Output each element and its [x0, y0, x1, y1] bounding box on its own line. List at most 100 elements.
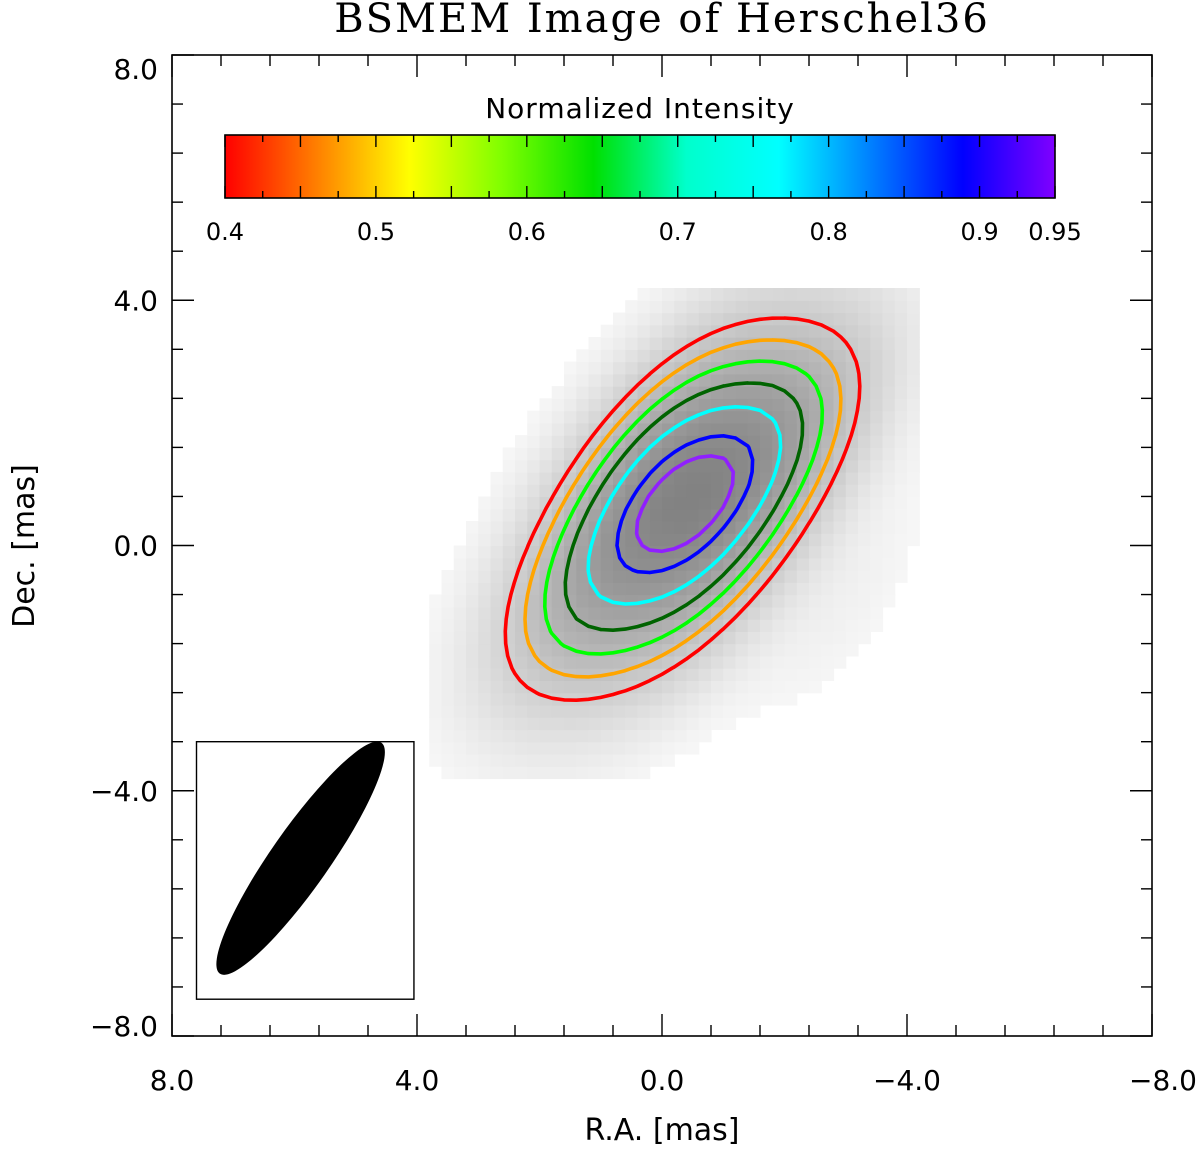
- image-pixel: [515, 741, 528, 755]
- image-pixel: [515, 471, 528, 485]
- image-pixel: [796, 606, 810, 620]
- image-pixel: [539, 766, 553, 780]
- image-pixel: [809, 361, 822, 375]
- image-pixel: [674, 729, 688, 743]
- image-pixel: [564, 717, 577, 731]
- image-pixel: [772, 606, 786, 620]
- image-pixel: [894, 471, 908, 485]
- image-pixel: [711, 410, 724, 424]
- image-pixel: [551, 619, 565, 632]
- image-pixel: [649, 520, 663, 534]
- image-pixel: [735, 422, 749, 436]
- image-pixel: [735, 398, 749, 412]
- image-pixel: [809, 300, 822, 314]
- image-pixel: [539, 741, 553, 755]
- image-pixel: [674, 704, 688, 718]
- image-pixel: [784, 557, 798, 571]
- image-pixel: [441, 619, 455, 632]
- image-pixel: [551, 643, 565, 657]
- image-pixel: [747, 520, 761, 534]
- image-pixel: [502, 533, 516, 547]
- image-pixel: [870, 459, 884, 473]
- image-pixel: [870, 435, 884, 448]
- image-pixel: [441, 753, 455, 767]
- image-pixel: [637, 606, 651, 620]
- image-pixel: [894, 447, 908, 461]
- image-pixel: [613, 361, 626, 375]
- image-pixel: [539, 484, 553, 498]
- image-pixel: [845, 557, 859, 571]
- colorbar-tick-label: 0.6: [508, 218, 546, 246]
- grayscale-pixels: [429, 287, 920, 780]
- image-pixel: [809, 582, 822, 596]
- image-pixel: [772, 349, 786, 363]
- image-pixel: [527, 753, 541, 767]
- image-pixel: [809, 619, 822, 632]
- image-pixel: [796, 668, 810, 681]
- image-pixel: [625, 508, 639, 522]
- contour-line: [586, 405, 783, 606]
- image-pixel: [711, 471, 724, 485]
- image-pixel: [551, 582, 565, 596]
- image-pixel: [502, 471, 516, 485]
- image-pixel: [466, 619, 479, 632]
- image-pixel: [478, 520, 492, 534]
- image-pixel: [882, 508, 896, 522]
- image-pixel: [870, 337, 884, 350]
- image-pixel: [858, 631, 871, 645]
- image-pixel: [441, 643, 455, 657]
- image-pixel: [527, 692, 541, 706]
- image-pixel: [588, 508, 602, 522]
- image-pixel: [490, 729, 504, 743]
- image-pixel: [588, 741, 602, 755]
- image-pixel: [564, 680, 577, 694]
- image-pixel: [809, 655, 822, 669]
- image-pixel: [833, 300, 847, 314]
- y-tick-label: 0.0: [113, 530, 158, 563]
- image-pixel: [894, 570, 908, 583]
- image-pixel: [662, 655, 675, 669]
- image-pixel: [662, 435, 675, 448]
- image-pixel: [796, 655, 810, 669]
- image-pixel: [588, 373, 602, 387]
- image-pixel: [539, 459, 553, 473]
- image-pixel: [711, 484, 724, 498]
- image-pixel: [723, 410, 737, 424]
- image-pixel: [576, 361, 590, 375]
- image-pixel: [576, 349, 590, 363]
- image-pixel: [760, 324, 773, 338]
- image-pixel: [870, 557, 884, 571]
- image-pixel: [698, 337, 712, 350]
- image-pixel: [784, 655, 798, 669]
- image-pixel: [600, 729, 614, 743]
- image-pixel: [551, 410, 565, 424]
- image-pixel: [429, 753, 443, 767]
- image-pixel: [588, 631, 602, 645]
- image-pixel: [551, 398, 565, 412]
- image-pixel: [637, 361, 651, 375]
- y-tick-label: −8.0: [90, 1010, 158, 1043]
- image-pixel: [821, 287, 835, 301]
- image-pixel: [686, 312, 700, 326]
- y-tick-label: 4.0: [113, 284, 158, 317]
- image-pixel: [772, 287, 786, 301]
- image-pixel: [698, 484, 712, 498]
- image-pixel: [772, 631, 786, 645]
- colorbar-ticks: 0.4 0.5 0.6 0.7 0.8 0.9 0.95: [206, 135, 1082, 246]
- image-pixel: [539, 447, 553, 461]
- image-pixel: [796, 324, 810, 338]
- image-pixel: [870, 300, 884, 314]
- image-pixel: [515, 533, 528, 547]
- image-pixel: [870, 312, 884, 326]
- image-pixel: [453, 582, 467, 596]
- image-pixel: [698, 422, 712, 436]
- image-pixel: [490, 643, 504, 657]
- image-pixel: [527, 668, 541, 681]
- image-pixel: [453, 557, 467, 571]
- image-pixel: [662, 717, 675, 731]
- image-pixel: [515, 729, 528, 743]
- image-pixel: [649, 312, 663, 326]
- image-pixel: [723, 557, 737, 571]
- image-pixel: [796, 300, 810, 314]
- image-pixel: [858, 582, 871, 596]
